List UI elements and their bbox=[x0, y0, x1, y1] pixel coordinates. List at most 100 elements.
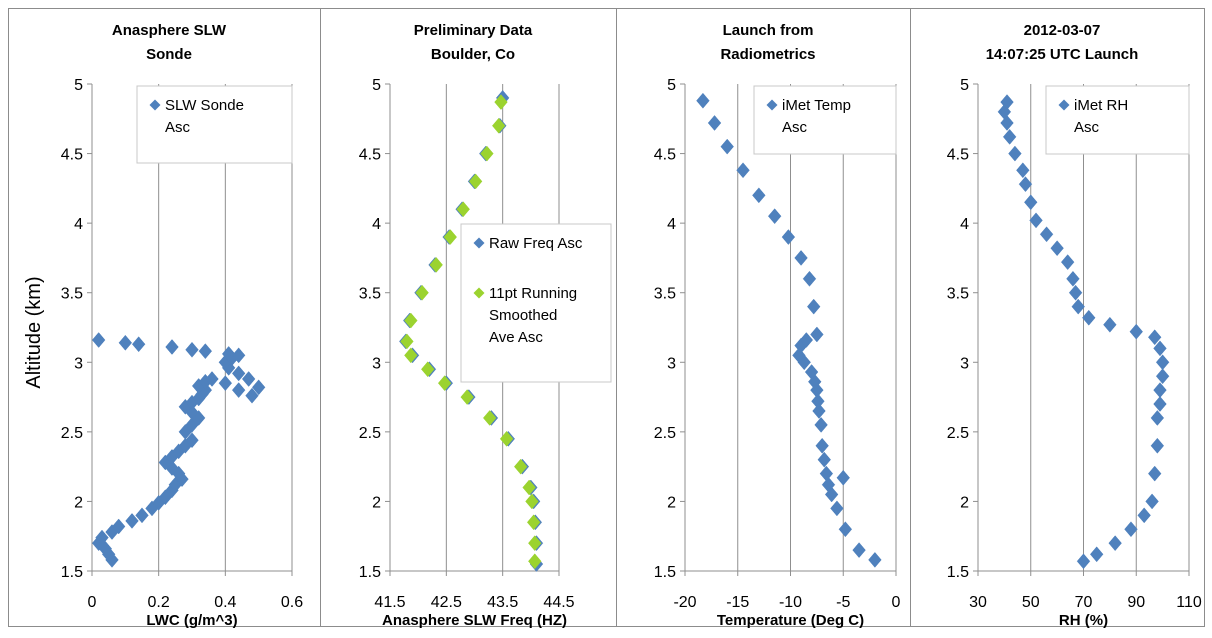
y-tick-label: 2 bbox=[960, 494, 969, 511]
legend-marker bbox=[149, 99, 161, 111]
data-point bbox=[245, 387, 259, 404]
y-tick-label: 4.5 bbox=[947, 147, 969, 164]
chart-title-line: Sonde bbox=[146, 46, 192, 63]
data-point bbox=[794, 250, 808, 266]
x-tick-label: 30 bbox=[969, 594, 987, 611]
y-tick-label: 2.5 bbox=[359, 425, 381, 442]
x-axis-label: LWC (g/m^3) bbox=[146, 612, 237, 629]
data-point bbox=[1050, 240, 1064, 257]
y-tick-label: 4 bbox=[667, 216, 676, 233]
data-point bbox=[1150, 437, 1165, 454]
legend: Raw Freq Asc 11pt Running Smoothed Ave Asc bbox=[460, 223, 612, 383]
data-point bbox=[1039, 226, 1054, 243]
y-tick-label: 2 bbox=[74, 494, 83, 511]
data-point bbox=[1000, 115, 1014, 131]
x-tick-label: -15 bbox=[726, 594, 749, 611]
data-point bbox=[1002, 128, 1017, 145]
data-point bbox=[821, 476, 836, 493]
x-tick-label: 0.6 bbox=[281, 594, 303, 611]
y-tick-label: 4 bbox=[372, 216, 381, 233]
data-point bbox=[165, 339, 179, 355]
data-point bbox=[483, 410, 497, 426]
data-point bbox=[1060, 254, 1075, 270]
x-tick-label: 110 bbox=[1176, 594, 1202, 611]
data-point bbox=[1150, 410, 1165, 426]
data-point bbox=[720, 138, 734, 155]
y-tick-label: 2.5 bbox=[654, 425, 676, 442]
series-2 bbox=[400, 94, 542, 570]
data-point bbox=[1129, 323, 1143, 340]
legend-label: iMet Temp bbox=[782, 97, 851, 114]
y-tick-label: 2 bbox=[667, 494, 676, 511]
data-point bbox=[526, 514, 541, 531]
data-point bbox=[1076, 553, 1091, 570]
data-point bbox=[804, 364, 819, 380]
data-point bbox=[1082, 309, 1096, 326]
x-tick-label: 41.5 bbox=[374, 594, 405, 611]
y-tick-label: 1.5 bbox=[61, 564, 83, 581]
data-point bbox=[1155, 368, 1170, 385]
data-point bbox=[185, 432, 199, 449]
y-tick-label: 5 bbox=[74, 77, 83, 94]
data-point bbox=[528, 535, 542, 552]
data-point bbox=[525, 493, 539, 510]
data-point bbox=[1089, 546, 1104, 563]
y-axis-label: Altitude (km) bbox=[23, 276, 45, 388]
series-1 bbox=[997, 94, 1170, 570]
data-point bbox=[185, 341, 199, 358]
y-tick-label: 3.5 bbox=[61, 286, 83, 303]
legend-label: Asc bbox=[782, 119, 808, 136]
data-point bbox=[460, 389, 474, 405]
y-tick-label: 3 bbox=[74, 355, 83, 372]
data-point bbox=[819, 465, 834, 482]
y-tick-label: 4.5 bbox=[359, 147, 381, 164]
x-tick-label: -5 bbox=[836, 594, 850, 611]
data-point bbox=[811, 393, 825, 410]
data-point bbox=[1071, 298, 1085, 315]
x-tick-label: 90 bbox=[1127, 594, 1145, 611]
chart-panel-3: Launch from Radiometrics 1.5 2 2.5 3 3.5 4 4.5 5 -… bbox=[654, 22, 901, 629]
legend-box bbox=[1045, 85, 1190, 155]
data-point bbox=[1066, 270, 1080, 287]
data-point bbox=[404, 312, 418, 329]
y-tick-label: 4.5 bbox=[654, 147, 676, 164]
data-point bbox=[198, 343, 213, 360]
x-tick-label: 42.5 bbox=[431, 594, 462, 611]
data-point bbox=[736, 162, 750, 179]
data-point bbox=[1068, 284, 1083, 301]
data-point bbox=[125, 513, 139, 529]
data-point bbox=[231, 365, 246, 382]
chart-title-line: Preliminary Data bbox=[414, 22, 533, 39]
data-point bbox=[1155, 354, 1170, 371]
data-point bbox=[836, 469, 850, 486]
y-tick-label: 1.5 bbox=[947, 564, 969, 581]
legend: iMet Temp Asc bbox=[753, 85, 897, 155]
data-point bbox=[205, 371, 219, 387]
data-point bbox=[812, 403, 826, 419]
y-tick-label: 3.5 bbox=[654, 286, 676, 303]
data-point bbox=[421, 361, 435, 378]
data-point bbox=[429, 256, 443, 273]
data-point bbox=[1153, 340, 1167, 357]
data-point bbox=[95, 529, 109, 546]
data-point bbox=[231, 382, 246, 399]
data-point bbox=[1016, 162, 1030, 179]
x-tick-label: 70 bbox=[1075, 594, 1093, 611]
legend-label: Ave Asc bbox=[489, 329, 543, 346]
data-point bbox=[1103, 316, 1117, 333]
data-point bbox=[752, 187, 766, 204]
data-point bbox=[1124, 521, 1138, 538]
data-point bbox=[799, 332, 814, 348]
data-point bbox=[810, 326, 824, 343]
series-1 bbox=[696, 92, 882, 568]
x-tick-label: 43.5 bbox=[487, 594, 518, 611]
data-point bbox=[404, 347, 418, 364]
legend: SLW Sonde Asc bbox=[136, 85, 293, 164]
data-point bbox=[1024, 194, 1038, 211]
data-point bbox=[251, 379, 266, 396]
y-tick-label: 1.5 bbox=[654, 564, 676, 581]
x-axis-label: Temperature (Deg C) bbox=[717, 612, 864, 629]
y-tick-label: 5 bbox=[960, 77, 969, 94]
legend-box bbox=[136, 85, 293, 164]
